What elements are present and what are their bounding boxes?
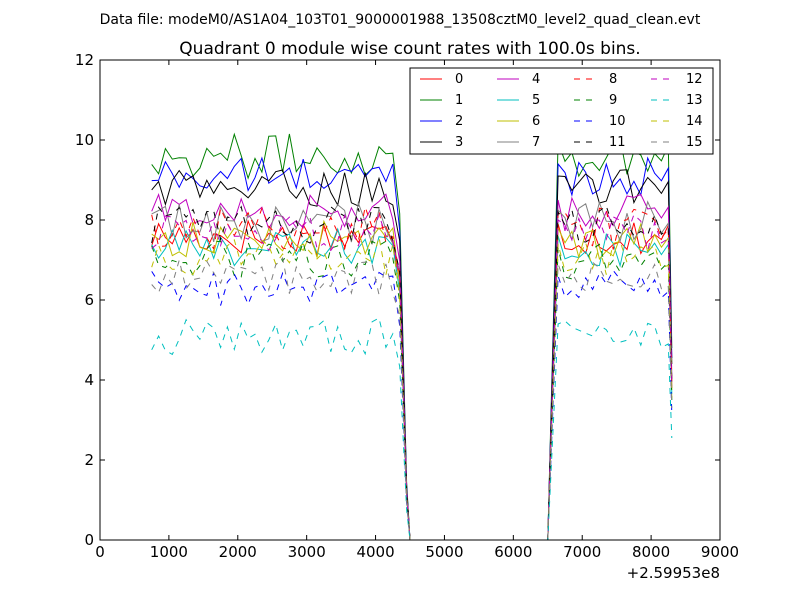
x-axis: 0 1000 2000 3000 4000 5000 6000 7000 8000 9000: [95, 60, 739, 561]
legend-label-12: 12: [686, 72, 703, 87]
y-tick-label: 0: [84, 531, 94, 549]
series-line-4: [151, 193, 673, 541]
series-line-13: [151, 317, 673, 541]
legend-label-10: 10: [609, 114, 626, 129]
x-tick-label: 9000: [701, 543, 739, 561]
legend-label-14: 14: [686, 114, 703, 129]
legend-label-5: 5: [532, 93, 540, 108]
x-tick-label: 8000: [632, 543, 670, 561]
legend-label-3: 3: [455, 135, 463, 150]
legend-label-7: 7: [532, 135, 540, 150]
x-tick-label: 5000: [425, 543, 463, 561]
legend-label-8: 8: [609, 72, 617, 87]
legend-box: [409, 67, 714, 155]
x-tick-label: 0: [95, 543, 105, 561]
legend-label-13: 13: [686, 93, 703, 108]
legend-label-2: 2: [455, 114, 463, 129]
series-line-6: [151, 219, 673, 541]
x-tick-label: 4000: [356, 543, 394, 561]
series-line-3: [151, 169, 673, 541]
data-file-header: Data file: modeM0/AS1A04_103T01_90000019…: [100, 12, 701, 28]
series-layer: [151, 132, 673, 541]
legend-label-6: 6: [532, 114, 540, 129]
y-tick-label: 2: [84, 451, 94, 469]
x-tick-label: 3000: [288, 543, 326, 561]
y-tick-label: 4: [84, 371, 94, 389]
series-line-12: [151, 213, 673, 541]
series-line-14: [151, 236, 673, 541]
legend-label-15: 15: [686, 135, 703, 150]
y-tick-label: 10: [75, 131, 94, 149]
x-tick-label: 6000: [494, 543, 532, 561]
legend-label-9: 9: [609, 93, 617, 108]
x-tick-label: 7000: [563, 543, 601, 561]
series-line-10: [151, 269, 673, 541]
chart-title: Quadrant 0 module wise count rates with …: [179, 39, 640, 59]
series-line-0: [151, 219, 673, 541]
legend-label-11: 11: [609, 135, 626, 150]
series-line-9: [151, 240, 673, 541]
y-tick-label: 8: [84, 211, 94, 229]
legend-label-1: 1: [455, 93, 463, 108]
series-line-1: [151, 132, 673, 541]
series-line-2: [151, 156, 673, 541]
y-tick-label: 12: [75, 51, 94, 69]
legend-label-4: 4: [532, 72, 540, 87]
x-tick-label: 1000: [150, 543, 188, 561]
legend-label-0: 0: [455, 72, 463, 87]
x-tick-label: 2000: [219, 543, 257, 561]
series-line-8: [151, 205, 673, 541]
x-offset-label: +2.59953e8: [627, 564, 720, 582]
series-line-5: [151, 227, 673, 541]
series-line-7: [151, 200, 673, 541]
y-tick-label: 6: [84, 291, 94, 309]
series-line-11: [151, 205, 673, 541]
series-line-15: [151, 256, 673, 541]
